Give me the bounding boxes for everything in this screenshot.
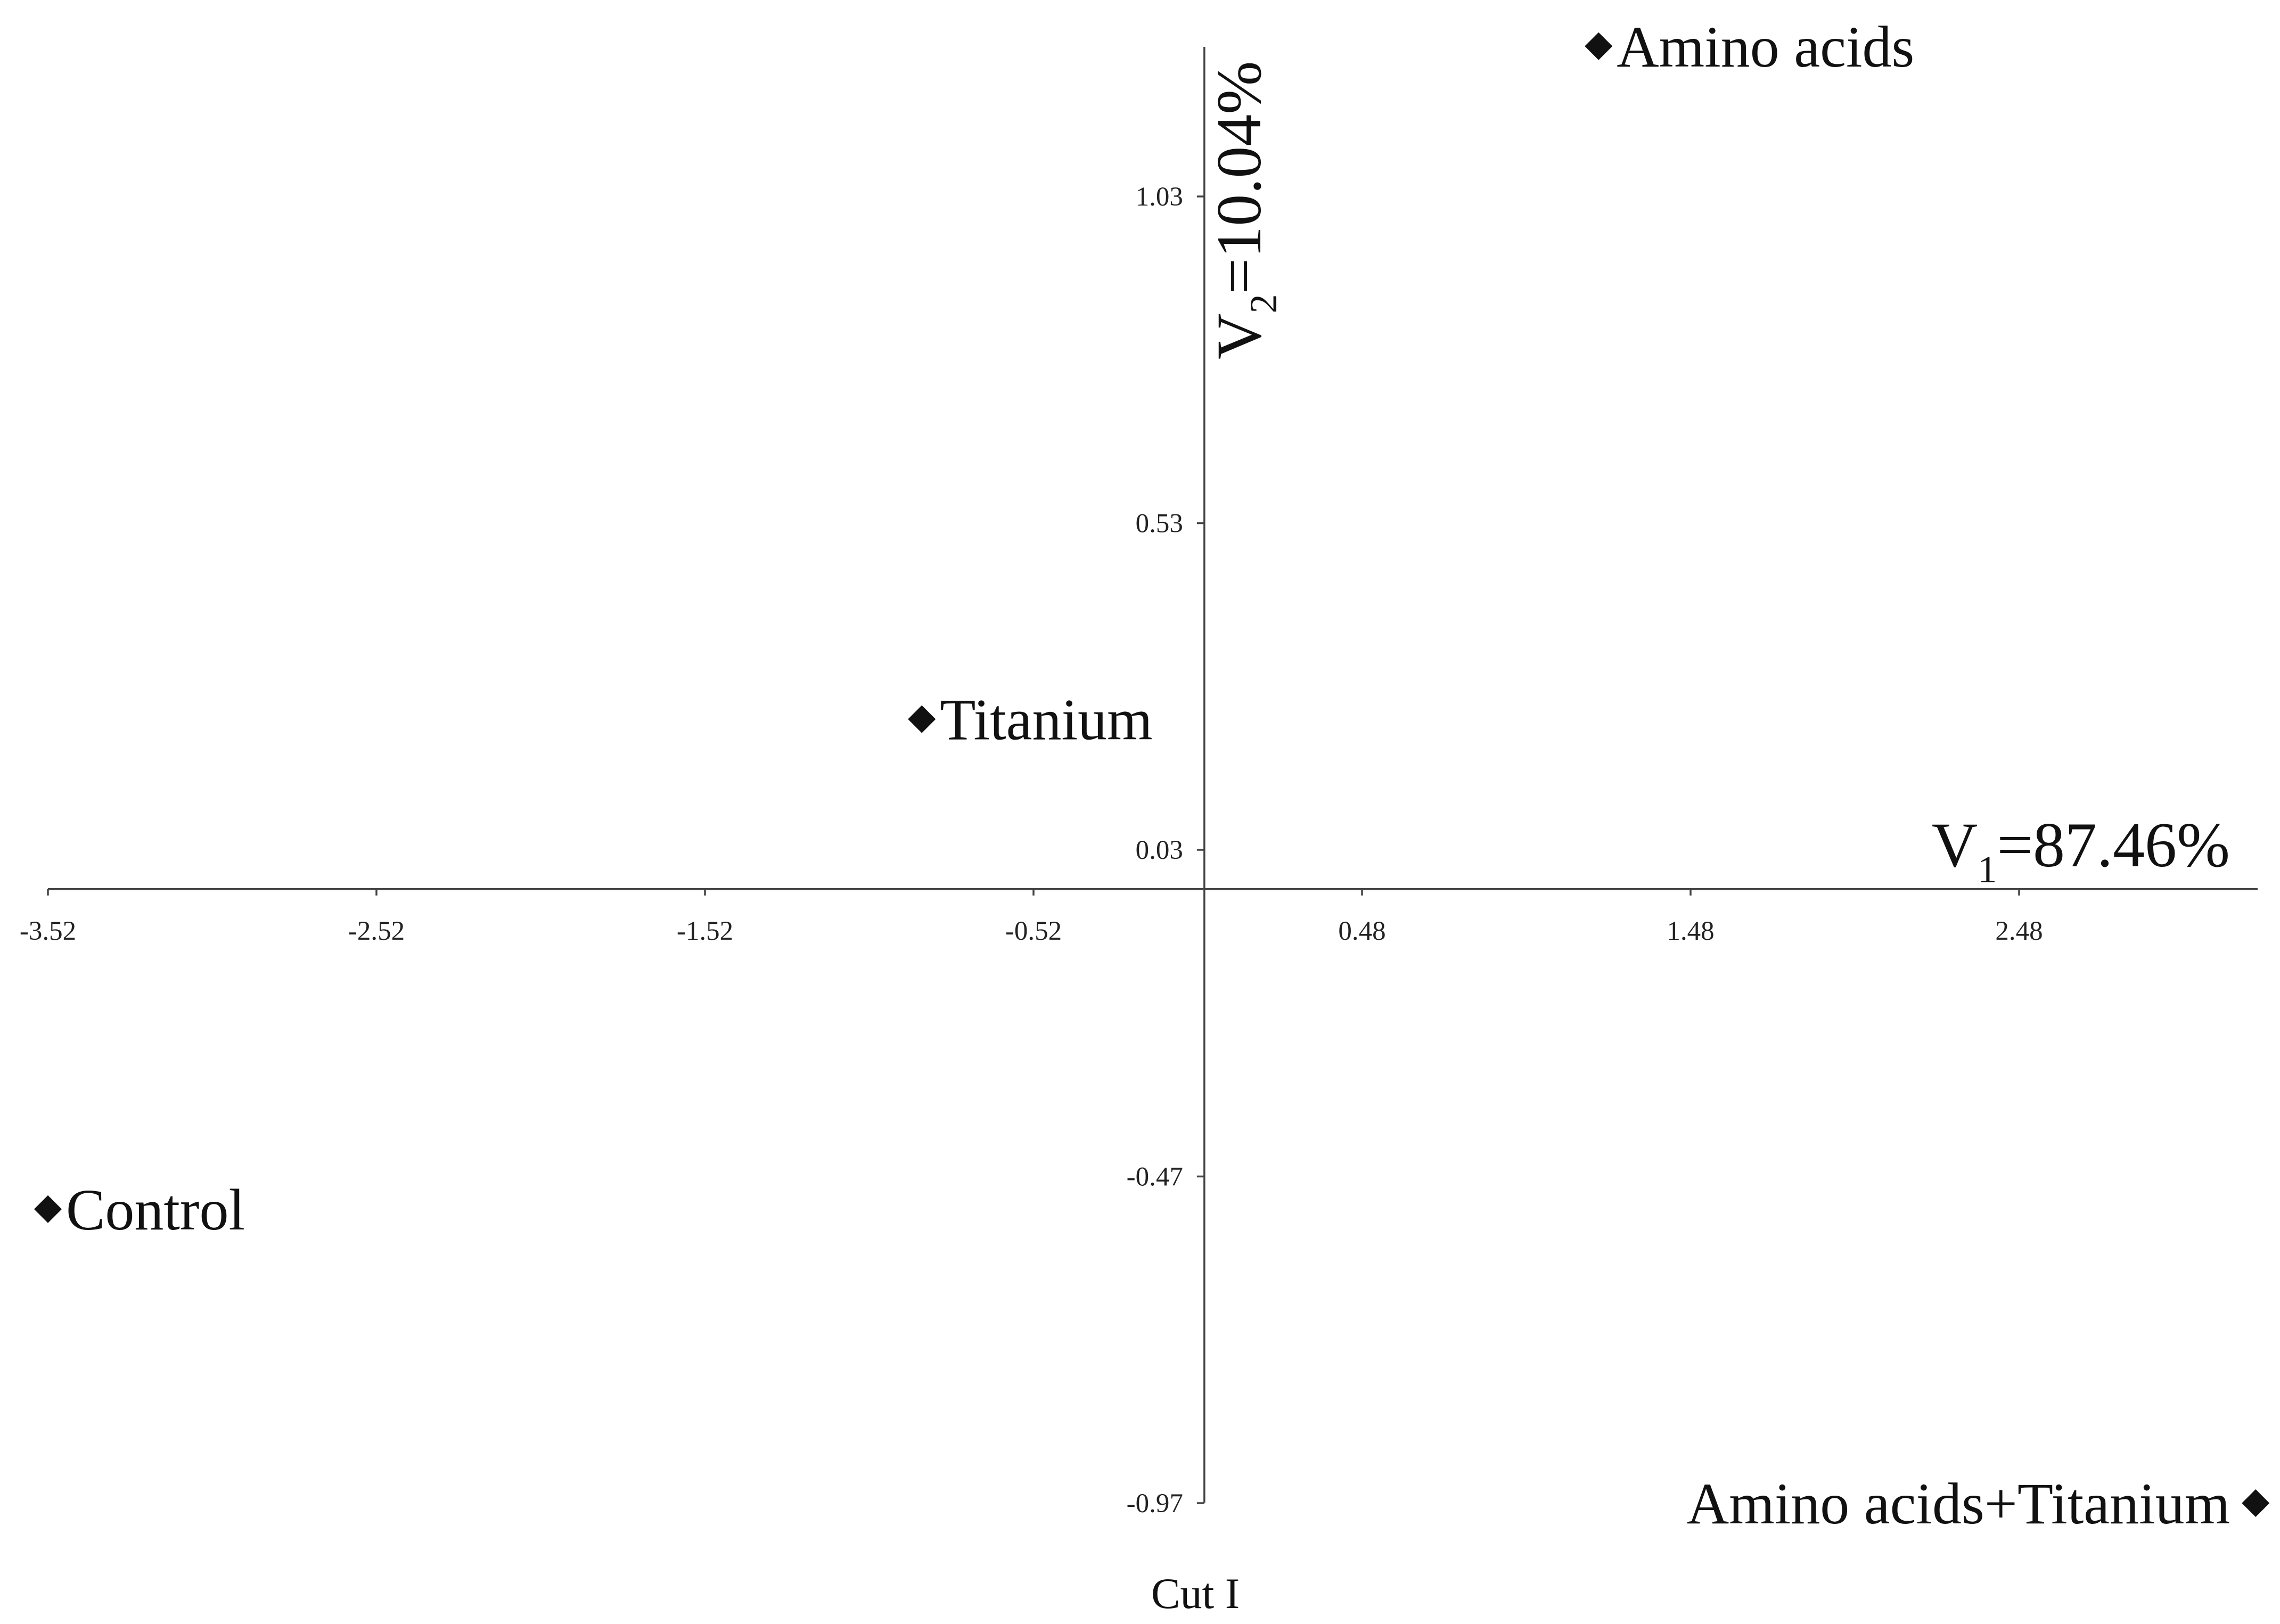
x-tick-label: -1.52 — [677, 916, 733, 946]
y-tick-label: -0.97 — [1127, 1489, 1183, 1519]
diamond-marker — [2242, 1489, 2270, 1517]
x-tick-label: 0.48 — [1338, 916, 1385, 946]
data-point: Control — [34, 1177, 245, 1242]
y-ticks: -0.97 -0.47 0.03 0.53 1.03 — [1127, 182, 1204, 1519]
point-label: Amino acids+Titanium — [1687, 1471, 2230, 1536]
y-axis-title-sub: 2 — [1242, 294, 1285, 313]
x-axis-title-main: V — [1932, 809, 1978, 880]
data-point: Titanium — [908, 687, 1153, 752]
axes — [48, 47, 2258, 1503]
y-tick-label: 1.03 — [1136, 182, 1183, 212]
data-point: Amino acids — [1585, 14, 1914, 79]
diamond-marker — [1585, 32, 1613, 60]
x-tick-label: 2.48 — [1995, 916, 2043, 946]
data-points: Amino acids Titanium Control Amino acids+Ti… — [34, 14, 2270, 1536]
x-axis-title-rest: =87.46% — [1997, 809, 2230, 880]
x-tick-label: -2.52 — [348, 916, 405, 946]
y-tick-label: 0.03 — [1136, 835, 1183, 865]
diamond-marker — [908, 705, 936, 733]
x-axis-title-sub: 1 — [1978, 848, 1997, 891]
y-axis-title-rest: =10.04% — [1203, 61, 1274, 294]
diamond-marker — [34, 1195, 62, 1223]
point-label: Titanium — [940, 687, 1152, 752]
x-ticks: -3.52 -2.52 -1.52 -0.52 0.48 1.48 2.48 — [20, 889, 2043, 946]
x-axis-title: V1=87.46% — [1932, 809, 2230, 891]
y-tick-label: 0.53 — [1136, 509, 1183, 539]
x-tick-label: 1.48 — [1667, 916, 1714, 946]
y-axis-title: V2=10.04% — [1203, 61, 1285, 359]
data-point: Amino acids+Titanium — [1687, 1471, 2270, 1536]
x-tick-label: -0.52 — [1005, 916, 1062, 946]
y-axis-title-main: V — [1203, 313, 1274, 359]
y-tick-label: -0.47 — [1127, 1162, 1183, 1192]
point-label: Control — [66, 1177, 245, 1242]
chart-caption: Cut I — [1151, 1569, 1240, 1618]
x-tick-label: -3.52 — [20, 916, 76, 946]
point-label: Amino acids — [1617, 14, 1914, 79]
